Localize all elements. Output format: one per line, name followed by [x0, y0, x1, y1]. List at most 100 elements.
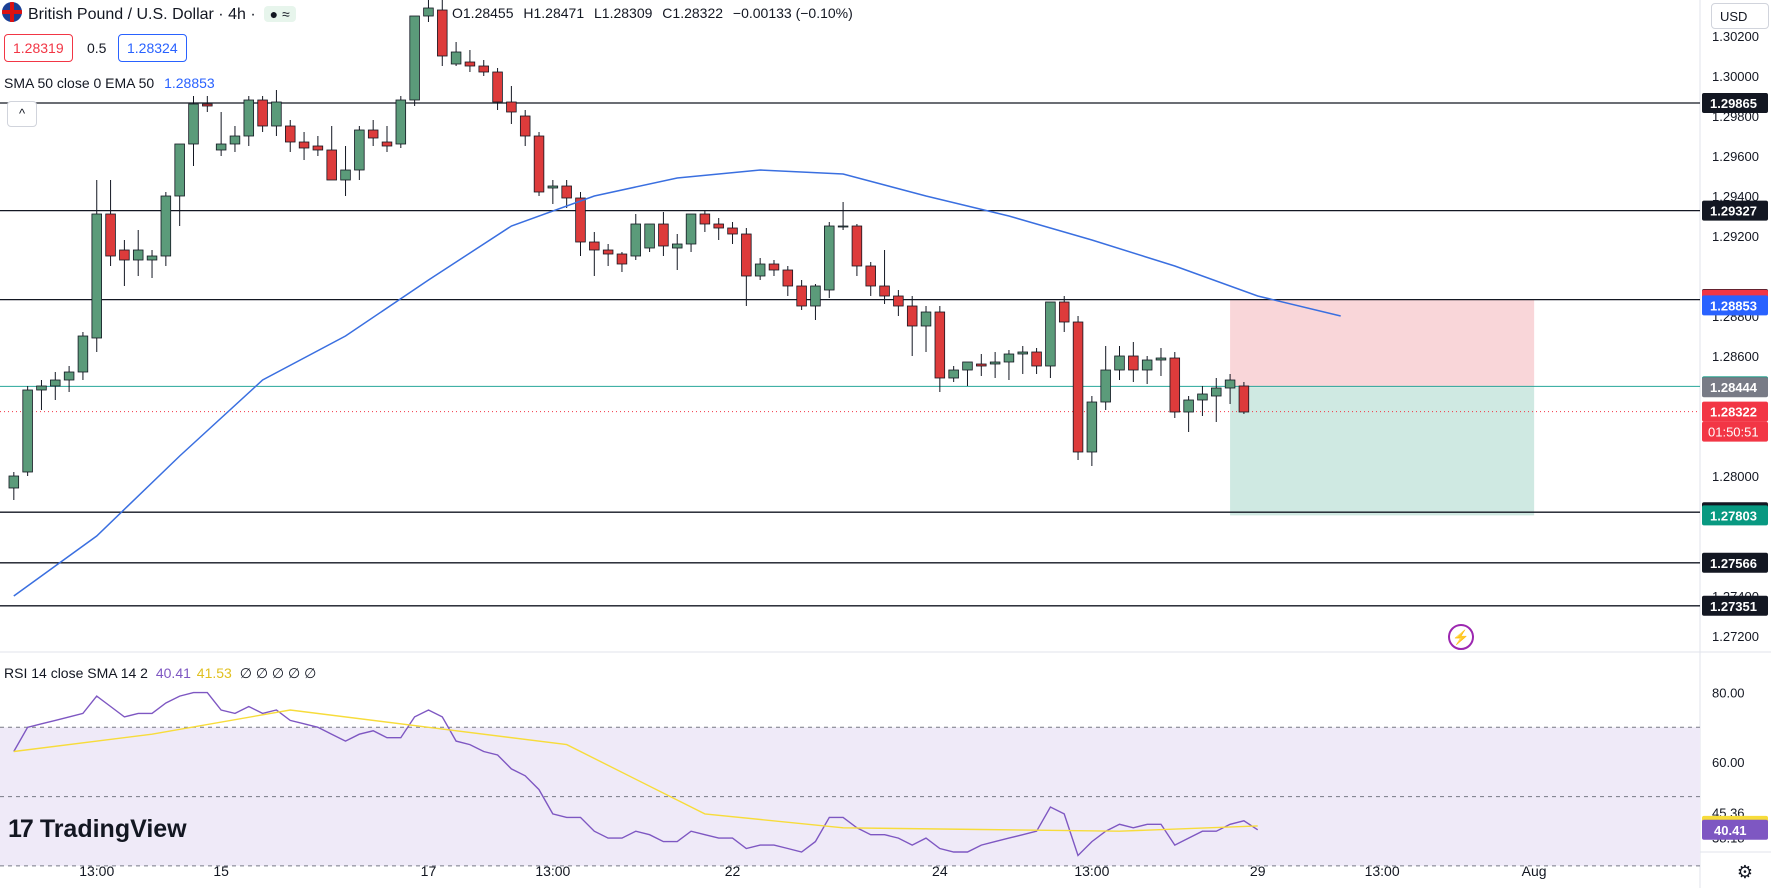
currency-button[interactable]: USD: [1711, 3, 1769, 29]
candle: [658, 212, 669, 256]
candle-body: [423, 7, 434, 17]
candle-body: [1224, 379, 1236, 389]
candle: [202, 96, 213, 112]
candle: [824, 222, 835, 298]
candle: [160, 192, 172, 266]
candle: [934, 306, 946, 392]
candle: [146, 250, 158, 278]
time-axis-tick: 13:00: [79, 863, 114, 879]
price-axis-label-text: 1.28444: [1710, 380, 1758, 395]
candle: [8, 472, 20, 500]
price-axis-tick: 1.29400: [1712, 189, 1759, 204]
sma-line: [13, 169, 1341, 597]
candle: [312, 136, 324, 156]
price-axis-label-bg: [1702, 552, 1768, 573]
rsi-axis-label-bg: [1702, 819, 1768, 840]
price-axis-label: 1.29327: [1702, 200, 1768, 221]
candle-body: [1003, 353, 1015, 363]
candle: [271, 90, 282, 136]
candle-body: [658, 223, 669, 247]
candle-body: [1128, 355, 1139, 371]
candle: [699, 210, 711, 232]
candle: [1031, 348, 1042, 374]
candle: [589, 232, 600, 276]
candle-body: [630, 223, 642, 257]
market-open-icon[interactable]: ● ≈: [263, 6, 296, 22]
candle-body: [50, 379, 61, 387]
candle: [437, 0, 448, 66]
tradingview-logo-text: TradingView: [39, 815, 187, 843]
candle-body: [1141, 359, 1153, 371]
rsi-axis-tick: 60.00: [1712, 755, 1745, 770]
candle-body: [589, 241, 600, 251]
collapse-legend-button[interactable]: ^: [7, 101, 37, 127]
candle-body: [354, 129, 365, 171]
candle: [1169, 352, 1181, 418]
candle-body: [105, 213, 116, 257]
candle-body: [1017, 351, 1029, 355]
candle: [1058, 296, 1070, 332]
candle: [36, 380, 47, 410]
candle-body: [810, 285, 821, 307]
symbol-title[interactable]: British Pound / U.S. Dollar · 4h · ● ≈: [2, 2, 314, 24]
candle-body: [8, 475, 20, 489]
candle: [174, 143, 185, 226]
buy-price-button[interactable]: 1.28324: [118, 34, 187, 62]
candle-body: [533, 135, 545, 193]
time-axis-tick: 17: [421, 863, 437, 879]
candle-body: [381, 141, 393, 147]
candle-body: [1211, 387, 1222, 397]
candle: [1086, 396, 1098, 466]
price-axis-label: 1.28444: [1702, 377, 1768, 398]
candle: [450, 42, 462, 66]
candle: [478, 60, 489, 76]
sma-indicator-label: SMA 50 close 0 EMA 50: [4, 75, 155, 91]
candle-body: [602, 249, 614, 255]
candle: [285, 120, 296, 152]
candle-body: [1100, 369, 1111, 403]
candle-body: [367, 129, 379, 139]
candle-body: [506, 101, 517, 113]
price-axis-label: 1.28322: [1702, 401, 1768, 422]
candle: [506, 86, 517, 124]
candle-body: [215, 143, 227, 151]
price-axis-label-text: 1.28853: [1710, 298, 1757, 313]
sell-price-button[interactable]: 1.28319: [4, 34, 73, 62]
rsi-line: [13, 691, 1259, 857]
candle-body: [1114, 355, 1125, 371]
candle: [1003, 350, 1015, 380]
spread-value: 0.5: [87, 40, 107, 56]
candle-body: [727, 227, 738, 235]
price-axis-label: 1.27566: [1702, 552, 1768, 573]
candle-body: [989, 361, 1001, 365]
candle-body: [644, 223, 655, 249]
ohlc-values: O1.28455 H1.28471 L1.28309 C1.28322 −0.0…: [452, 5, 859, 21]
rsi-axis-label: 40.41: [1702, 819, 1768, 840]
rsi-axis-tick: 80.00: [1712, 686, 1745, 701]
rsi-legend[interactable]: RSI 14 close SMA 14 2 40.41 41.53 ∅ ∅ ∅ …: [4, 665, 316, 682]
price-axis-tick: 1.30000: [1712, 69, 1759, 84]
candle-body: [1183, 399, 1194, 413]
candle: [989, 352, 1001, 378]
countdown-text: 01:50:51: [1708, 425, 1759, 440]
candle: [713, 218, 724, 240]
price-axis-tick: 1.28000: [1712, 469, 1759, 484]
candle-body: [1031, 351, 1042, 367]
gear-icon[interactable]: ⚙: [1736, 862, 1753, 882]
price-axis-label: 1.28853: [1702, 295, 1768, 316]
candle-body: [340, 169, 351, 181]
sma-indicator-legend[interactable]: SMA 50 close 0 EMA 50 1.28853: [4, 75, 215, 91]
candle: [602, 244, 614, 266]
candle-body: [865, 265, 876, 287]
candle: [105, 180, 116, 266]
time-axis-tick: 15: [213, 863, 229, 879]
price-axis-label-text: 1.27566: [1710, 556, 1757, 571]
lightning-icon[interactable]: ⚡: [1448, 624, 1474, 650]
candle: [1017, 346, 1029, 374]
candle: [630, 214, 642, 260]
candle-body: [893, 295, 904, 307]
candle: [893, 290, 904, 316]
price-axis-label-bg: [1702, 595, 1768, 616]
candle-body: [22, 389, 33, 473]
